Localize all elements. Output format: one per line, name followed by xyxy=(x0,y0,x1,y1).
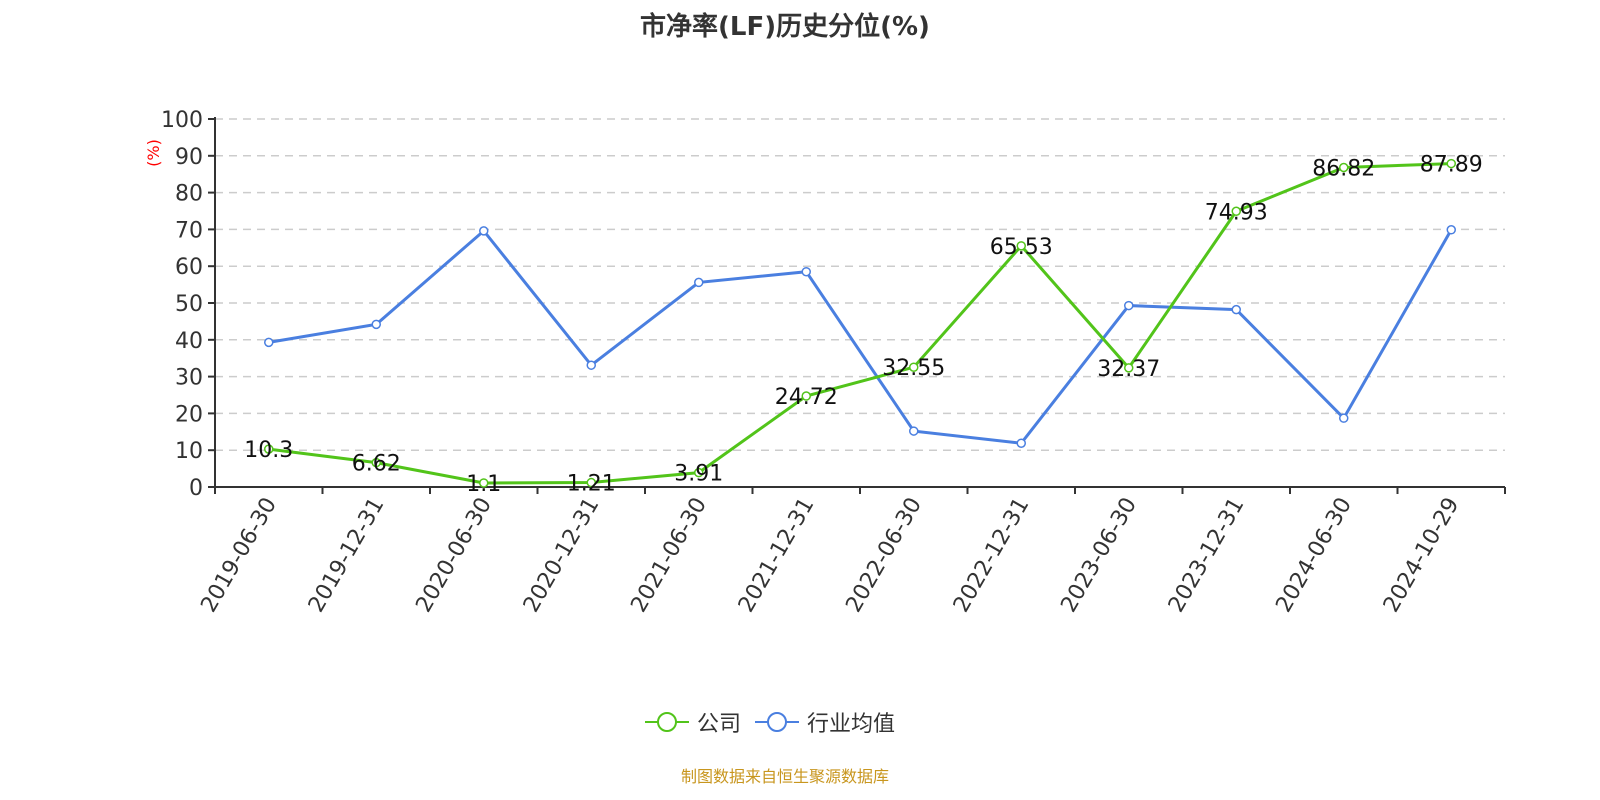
data-label: 87.89 xyxy=(1420,153,1483,178)
data-point xyxy=(1016,241,1026,251)
data-point xyxy=(479,478,489,488)
chart-title: 市净率(LF)历史分位(%) xyxy=(640,12,930,42)
y-tick-label: 80 xyxy=(175,182,203,207)
data-point xyxy=(801,391,811,401)
legend-marker-company xyxy=(645,712,689,732)
data-label: 32.37 xyxy=(1097,357,1160,382)
data-point xyxy=(264,444,274,454)
data-label: 3.91 xyxy=(674,462,723,487)
legend-label-industry: 行业均值 xyxy=(807,712,896,737)
y-tick-label: 0 xyxy=(189,476,203,501)
x-tick-label: 2019-12-31 xyxy=(304,494,390,617)
x-tick-label: 2020-06-30 xyxy=(411,494,497,617)
data-point xyxy=(371,319,381,330)
data-point xyxy=(694,467,704,478)
data-point xyxy=(801,266,811,277)
data-point xyxy=(1446,225,1456,235)
x-tick-label: 2022-06-30 xyxy=(841,494,927,617)
data-label: 74.93 xyxy=(1205,200,1268,225)
data-point xyxy=(1446,158,1456,169)
legend-label-company: 公司 xyxy=(697,712,742,737)
data-point xyxy=(1231,206,1241,217)
data-point xyxy=(909,426,919,436)
data-label: 6.62 xyxy=(352,452,401,477)
y-tick-label: 20 xyxy=(175,402,203,427)
x-tick-label: 2021-06-30 xyxy=(626,494,712,617)
y-tick-label: 100 xyxy=(161,108,203,133)
data-point xyxy=(586,477,596,488)
x-tick-label: 2023-06-30 xyxy=(1056,494,1142,617)
legend-item-industry[interactable]: 行业均值 xyxy=(755,706,895,738)
data-point xyxy=(371,457,381,468)
y-tick-label: 70 xyxy=(175,218,203,243)
data-point xyxy=(1124,300,1134,311)
data-point xyxy=(264,337,274,348)
data-label: 10.3 xyxy=(244,438,293,463)
data-point xyxy=(479,226,489,236)
y-tick-label: 50 xyxy=(175,292,203,317)
source-note: 制图数据来自恒生聚源数据库 xyxy=(680,767,889,786)
legend: 公司 行业均值 xyxy=(645,706,895,738)
data-label: 1.1 xyxy=(466,472,501,497)
series-line xyxy=(268,162,1452,485)
data-point xyxy=(586,360,596,370)
data-label: 65.53 xyxy=(990,235,1053,260)
y-axis-label: (%) xyxy=(144,139,163,167)
data-point xyxy=(694,277,704,288)
x-tick-label: 2024-10-29 xyxy=(1379,494,1465,617)
y-tick-label: 60 xyxy=(175,255,203,280)
data-label: 1.21 xyxy=(567,472,616,497)
data-label: 24.72 xyxy=(775,385,838,410)
legend-item-company[interactable]: 公司 xyxy=(645,706,741,738)
y-tick-label: 40 xyxy=(175,329,203,354)
y-tick-label: 90 xyxy=(175,145,203,170)
data-label: 32.55 xyxy=(882,356,945,381)
x-tick-label: 2022-12-31 xyxy=(949,494,1035,617)
data-point xyxy=(1339,162,1349,173)
x-tick-label: 2021-12-31 xyxy=(734,494,820,617)
legend-marker-industry xyxy=(755,712,800,732)
data-point xyxy=(1016,438,1026,448)
x-tick-label: 2024-06-30 xyxy=(1271,494,1357,617)
series-line xyxy=(268,228,1453,445)
data-point xyxy=(1231,304,1241,315)
y-tick-label: 10 xyxy=(175,439,203,464)
data-point xyxy=(1339,413,1349,423)
data-point xyxy=(1124,363,1134,373)
y-tick-label: 30 xyxy=(175,366,203,391)
data-point xyxy=(909,362,919,372)
data-label: 86.82 xyxy=(1312,157,1375,182)
x-tick-label: 2020-12-31 xyxy=(519,494,605,617)
x-tick-label: 2019-06-30 xyxy=(196,494,282,617)
x-tick-label: 2023-12-31 xyxy=(1164,494,1250,617)
